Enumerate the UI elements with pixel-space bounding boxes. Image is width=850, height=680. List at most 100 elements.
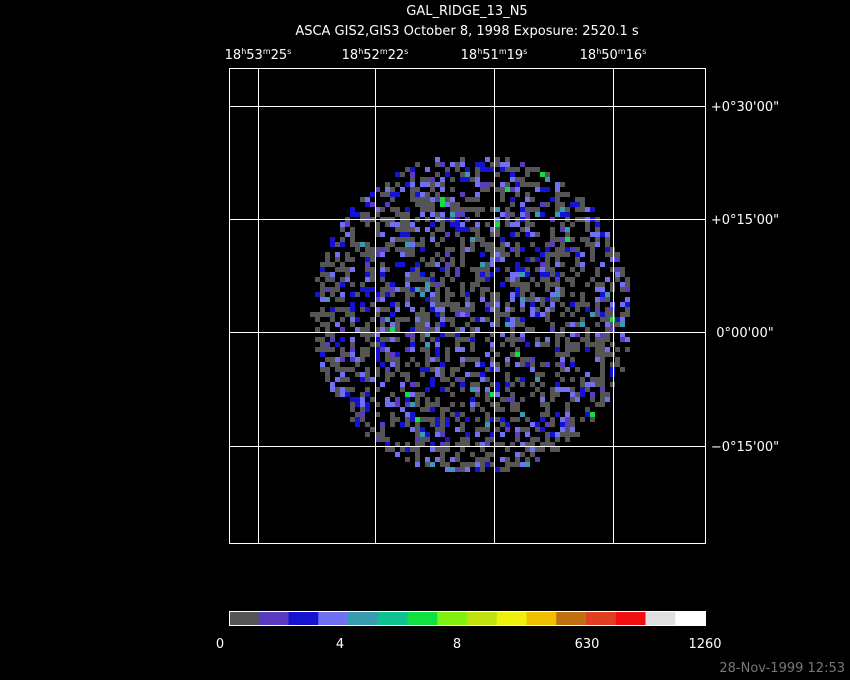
pixel [520,302,525,307]
pixel [415,392,420,397]
pixel [460,257,465,262]
pixel [490,297,495,302]
pixel [610,342,615,347]
pixel [445,167,450,172]
pixel [500,187,505,192]
pixel [445,347,450,352]
pixel [505,462,510,467]
pixel [560,357,565,362]
colorbar-swatch [615,611,646,625]
pixel [605,297,610,302]
pixel [420,407,425,412]
pixel [620,282,625,287]
pixel [525,192,530,197]
pixel [530,257,535,262]
pixel [455,302,460,307]
colorbar-swatch [526,611,557,625]
pixel [495,172,500,177]
pixel [460,307,465,312]
pixel [495,252,500,257]
pixel [470,397,475,402]
pixel [325,347,330,352]
pixel [400,232,405,237]
pixel [430,422,435,427]
pixel [530,222,535,227]
pixel [580,382,585,387]
pixel [455,417,460,422]
pixel [330,277,335,282]
pixel [460,207,465,212]
pixel [365,377,370,382]
pixel [395,207,400,212]
pixel [410,167,415,172]
pixel [480,457,485,462]
pixel [525,232,530,237]
pixel [395,287,400,292]
pixel [445,297,450,302]
pixel [330,287,335,292]
pixel [315,317,320,322]
pixel [330,347,335,352]
pixel [460,312,465,317]
pixel [505,382,510,387]
pixel [420,207,425,212]
pixel [325,327,330,332]
pixel [355,317,360,322]
pixel [560,417,565,422]
pixel [510,187,515,192]
pixel [440,237,445,242]
pixel [595,307,600,312]
pixel [555,342,560,347]
pixel [410,187,415,192]
pixel [610,322,615,327]
colorbar-swatch [556,611,587,625]
pixel [440,227,445,232]
pixel [470,242,475,247]
pixel [450,187,455,192]
pixel [620,317,625,322]
pixel [595,382,600,387]
pixel [415,437,420,442]
pixel [445,447,450,452]
pixel [440,367,445,372]
pixel [570,432,575,437]
pixel [560,227,565,232]
pixel [435,397,440,402]
pixel [565,247,570,252]
pixel [545,187,550,192]
pixel [405,237,410,242]
pixel [385,347,390,352]
pixel [490,432,495,437]
pixel [465,467,470,472]
pixel [325,322,330,327]
pixel [485,242,490,247]
pixel [395,452,400,457]
pixel [455,202,460,207]
pixel [340,387,345,392]
pixel [580,392,585,397]
pixel [400,287,405,292]
pixel [410,222,415,227]
pixel [540,302,545,307]
pixel [435,357,440,362]
pixel [505,447,510,452]
pixel [440,417,445,422]
pixel [475,317,480,322]
pixel [595,242,600,247]
pixel [520,227,525,232]
pixel [515,182,520,187]
pixel [470,387,475,392]
pixel [490,342,495,347]
pixel [590,412,595,417]
pixel [505,302,510,307]
pixel [505,212,510,217]
pixel [450,322,455,327]
pixel [415,422,420,427]
pixel [380,327,385,332]
pixel [390,312,395,317]
pixel [320,367,325,372]
pixel [520,247,525,252]
pixel [395,327,400,332]
pixel [405,392,410,397]
pixel [595,282,600,287]
